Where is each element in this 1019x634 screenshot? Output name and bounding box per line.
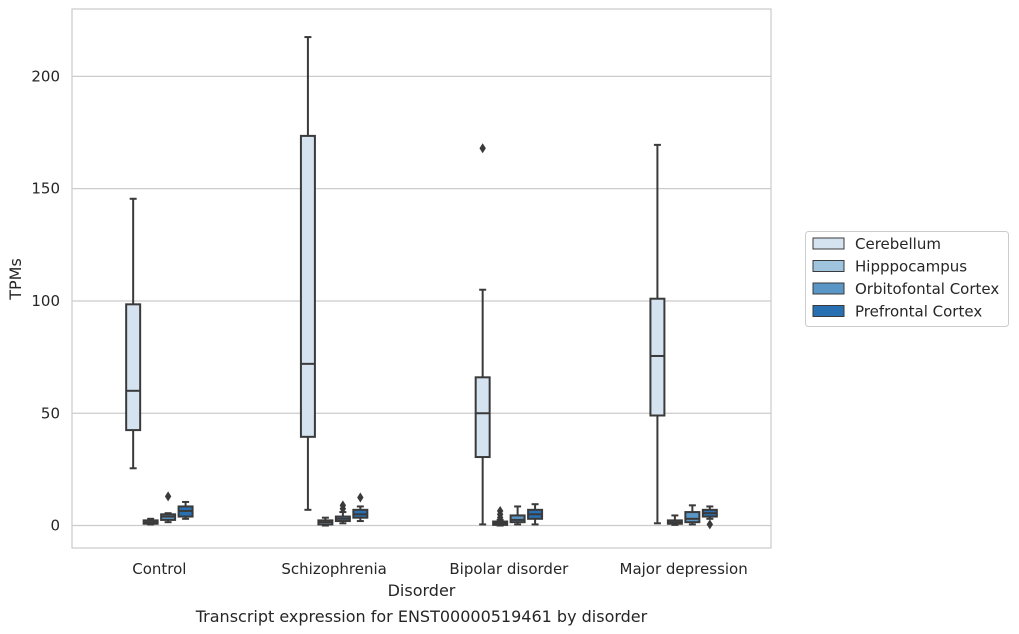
y-tick-label: 50	[41, 404, 60, 422]
box-hipppocampus-schizophrenia	[317, 516, 334, 527]
box-cerebellum-schizophrenia	[299, 36, 316, 511]
legend-swatch-orbitofontal-cortex	[812, 282, 845, 295]
y-tick-label: 200	[31, 67, 60, 85]
outlier-point	[706, 519, 714, 530]
legend-label-hipppocampus: Hipppocampus	[855, 258, 967, 276]
x-axis-title: Disorder	[388, 581, 456, 600]
box-cerebellum-major-depression	[649, 143, 666, 525]
x-tick-labels: Control Schizophrenia Bipolar disorder Majo…	[132, 560, 747, 578]
y-axis-title: TPMs	[6, 258, 25, 301]
outlier-point	[496, 512, 504, 523]
plot-frame	[71, 8, 772, 549]
box-prefrontal-cortex-bipolar-disorder	[527, 503, 544, 526]
chart-caption: Transcript expression for ENST0000051946…	[195, 607, 648, 626]
x-tick-label-schizophrenia: Schizophrenia	[281, 560, 386, 578]
box-hipppocampus-bipolar-disorder	[492, 505, 509, 527]
x-tick-label-control: Control	[132, 560, 186, 578]
box-orbitofontal-cortex-bipolar-disorder	[509, 505, 526, 526]
legend-swatch-prefrontal-cortex	[812, 305, 845, 317]
box-iqr	[125, 303, 142, 432]
box-iqr	[684, 511, 701, 524]
box-iqr	[299, 134, 316, 438]
legend: Cerebellum Hipppocampus Orbitofontal Corte…	[805, 231, 1009, 327]
y-tick-label: 0	[50, 517, 60, 535]
box-hipppocampus-major-depression	[666, 514, 683, 526]
box-cerebellum-control	[125, 197, 142, 470]
box-orbitofontal-cortex-control	[160, 491, 177, 524]
outlier-point	[164, 491, 172, 502]
y-tick-label: 100	[31, 292, 60, 310]
outlier-point	[479, 143, 486, 154]
box-iqr	[474, 376, 491, 459]
legend-label-cerebellum: Cerebellum	[855, 235, 941, 253]
legend-swatch-cerebellum	[812, 237, 845, 250]
legend-label-prefrontal-cortex: Prefrontal Cortex	[855, 303, 982, 321]
legend-swatch-hipppocampus	[812, 260, 845, 272]
box-cerebellum-bipolar-disorder	[474, 143, 491, 526]
y-tick-label: 150	[31, 180, 60, 198]
box-prefrontal-cortex-control	[177, 500, 194, 520]
outlier-point	[339, 503, 347, 514]
y-tick-labels: 0 50 100 150 200	[31, 67, 60, 534]
x-tick-label-major-depression: Major depression	[620, 560, 748, 578]
x-tick-label-bipolar-disorder: Bipolar disorder	[449, 560, 569, 578]
plot-background	[72, 9, 771, 548]
legend-frame	[805, 231, 1009, 327]
box-orbitofontal-cortex-major-depression	[684, 504, 701, 526]
box-series	[125, 36, 718, 530]
box-iqr	[649, 297, 666, 417]
box-prefrontal-cortex-major-depression	[701, 505, 718, 530]
legend-label-orbitofontal-cortex: Orbitofontal Cortex	[855, 280, 999, 298]
box-iqr	[509, 514, 526, 524]
box-orbitofontal-cortex-schizophrenia	[334, 500, 351, 525]
box-prefrontal-cortex-schizophrenia	[352, 492, 369, 523]
box-hipppocampus-control	[142, 517, 159, 526]
outlier-point	[357, 492, 364, 503]
